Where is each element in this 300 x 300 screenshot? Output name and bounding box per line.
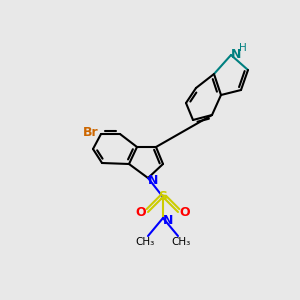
Text: Br: Br [83, 125, 99, 139]
Text: S: S [158, 190, 167, 203]
Text: H: H [239, 43, 247, 53]
Text: O: O [136, 206, 146, 220]
Text: N: N [148, 173, 158, 187]
Text: N: N [231, 47, 241, 61]
Text: CH₃: CH₃ [135, 237, 154, 247]
Text: CH₃: CH₃ [171, 237, 190, 247]
Text: N: N [163, 214, 173, 226]
Text: O: O [180, 206, 190, 220]
